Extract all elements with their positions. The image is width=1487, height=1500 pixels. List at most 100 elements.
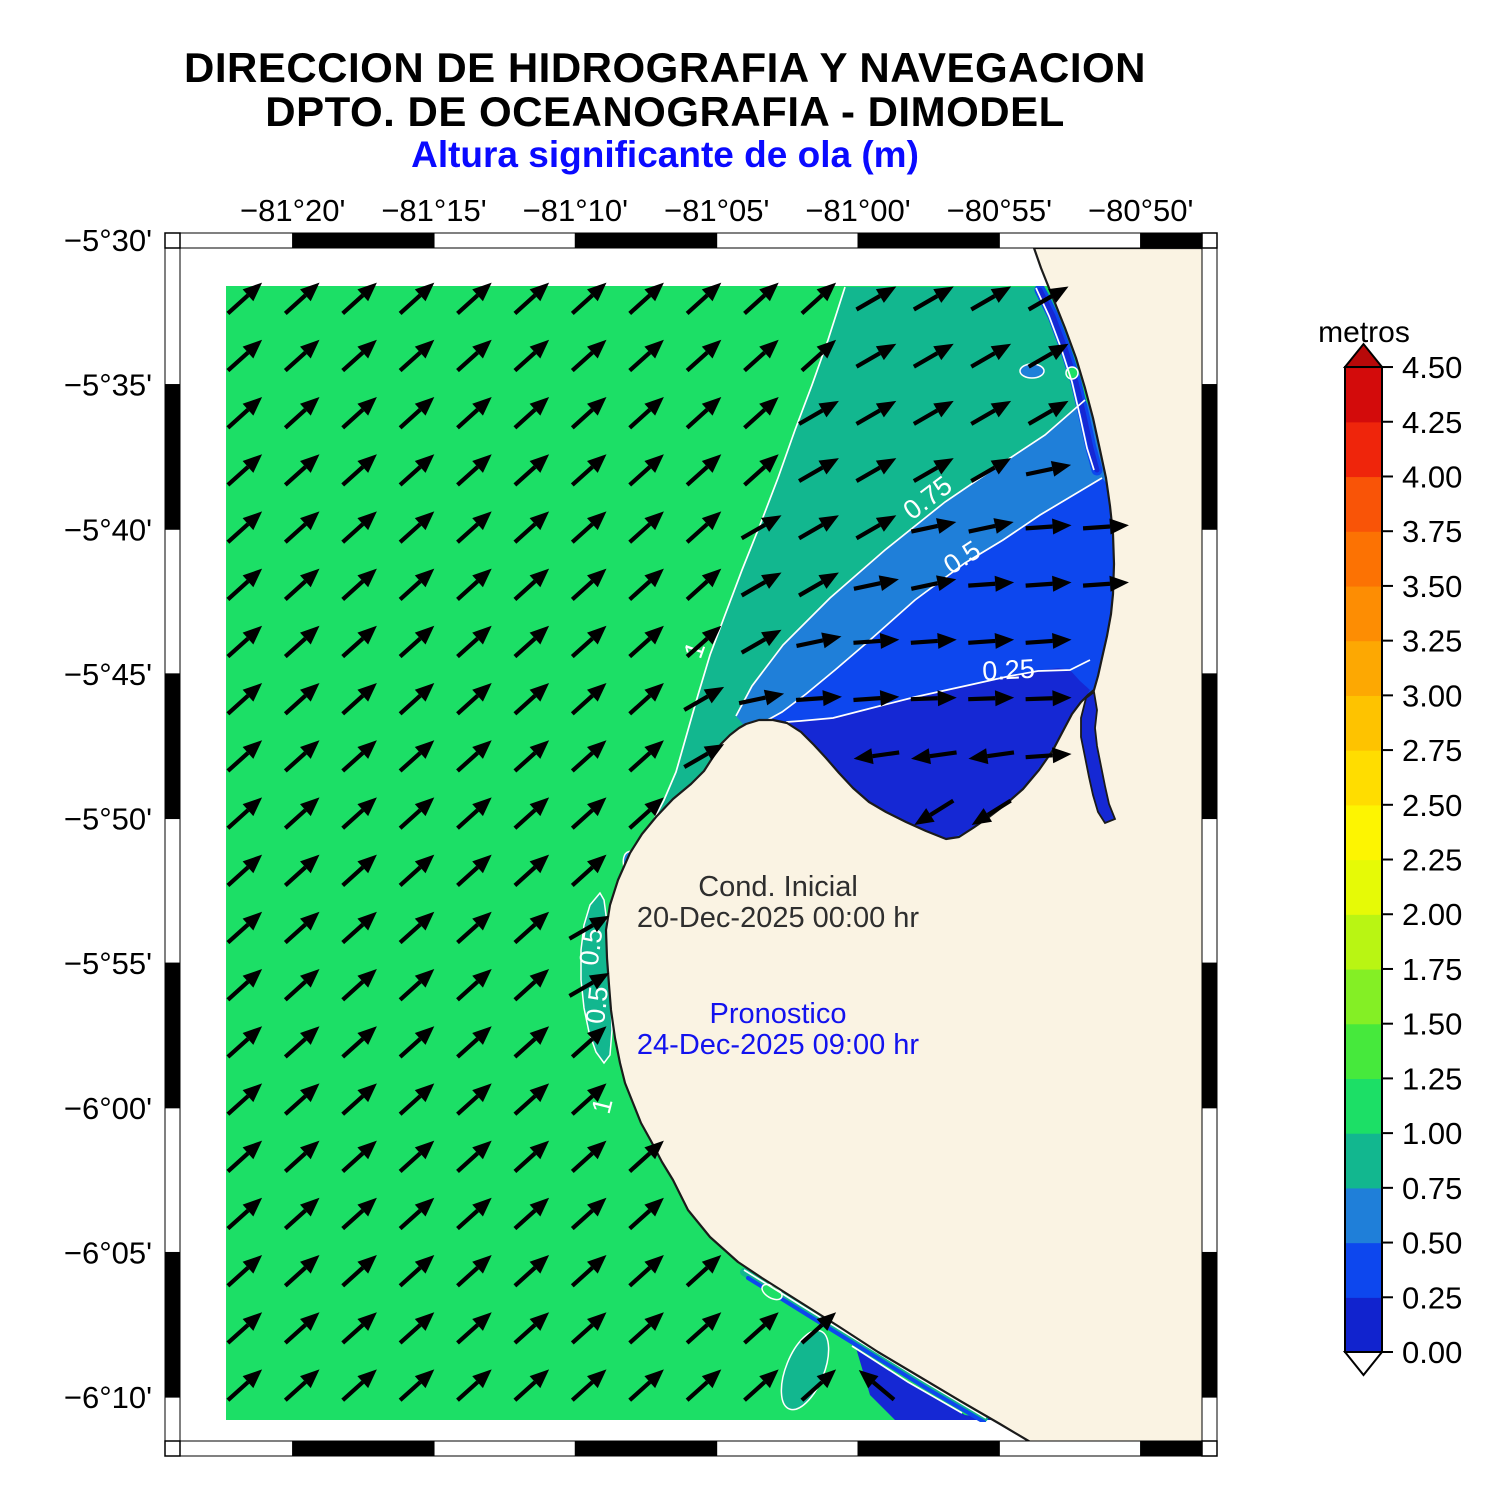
frame-seg-top	[574, 232, 718, 249]
wave-arrow	[685, 293, 709, 315]
wave-arrow-head	[644, 511, 664, 531]
frame-seg-bottom	[857, 1440, 1000, 1457]
wave-arrow-head	[818, 400, 839, 418]
frame-seg-left	[164, 1396, 181, 1444]
lat-tick-label: −5°50'	[64, 802, 152, 837]
wave-arrow	[738, 695, 766, 706]
contour-label-2: 0.25	[981, 654, 1035, 687]
frame-seg-left	[164, 528, 181, 675]
wave-arrow-head	[357, 454, 377, 473]
wave-arrow-head	[759, 1369, 779, 1389]
wave-arrow-head	[759, 1312, 779, 1331]
wave-arrow	[570, 808, 594, 830]
colorbar-segment	[1345, 1187, 1382, 1244]
wave-arrow	[513, 694, 537, 716]
wave-arrow-head	[703, 744, 725, 761]
colorbar-tick-label: 0.25	[1402, 1280, 1462, 1315]
wave-arrow-head	[242, 1026, 263, 1045]
colorbar-tick-label: 2.25	[1402, 843, 1462, 878]
frame-seg-right	[1201, 818, 1218, 964]
colorbar-title: metros	[1318, 316, 1410, 349]
wave-arrow-head	[858, 1370, 879, 1389]
wave-arrow-head	[529, 282, 550, 302]
wave-arrow	[341, 465, 365, 487]
wave-arrow-head	[414, 1197, 435, 1217]
wave-arrow-head	[529, 1369, 550, 1389]
wave-arrow	[628, 1151, 652, 1173]
wave-arrow-head	[644, 625, 664, 645]
wave-arrow	[683, 694, 709, 712]
wave-arrow	[855, 465, 881, 483]
wave-arrow-head	[300, 683, 320, 702]
wave-arrow	[912, 465, 939, 483]
lat-tick-label: −5°45'	[64, 657, 152, 692]
wave-arrow	[855, 351, 881, 369]
wave-arrow-head	[993, 518, 1014, 534]
wave-arrow	[398, 1208, 422, 1231]
wave-arrow	[226, 579, 250, 601]
wave-arrow	[1025, 581, 1053, 588]
wave-arrow-head	[300, 1312, 320, 1331]
wave-arrow-head	[300, 969, 320, 988]
wave-arrow-head	[587, 740, 607, 759]
wave-arrow	[570, 350, 594, 373]
wave-arrow	[226, 1208, 250, 1231]
lat-tick-label: −5°55'	[64, 946, 152, 981]
frame-seg-bottom	[574, 1440, 718, 1457]
colorbar-segment	[1345, 914, 1382, 970]
wave-arrow-head	[701, 1255, 722, 1274]
wave-arrow	[226, 1151, 250, 1173]
frame-seg-right	[1201, 384, 1218, 530]
wave-arrow-head	[242, 683, 263, 702]
wave-arrow-head	[414, 397, 435, 416]
colorbar-tick-label: 4.50	[1402, 350, 1462, 385]
wave-arrow-head	[242, 397, 263, 416]
wave-arrow-head	[701, 282, 722, 302]
wave-arrow-head	[761, 515, 782, 532]
wave-arrow	[800, 293, 824, 315]
wave-arrow-head	[242, 339, 263, 359]
colorbar-tick-label: 0.00	[1402, 1335, 1462, 1370]
wave-arrow-head	[242, 282, 263, 302]
colorbar-segment	[1345, 640, 1382, 696]
wave-arrow	[570, 1323, 594, 1345]
wave-arrow	[968, 581, 996, 588]
wave-arrow	[570, 465, 594, 487]
wave-arrow-head	[701, 625, 722, 645]
wave-arrow-head	[414, 1369, 435, 1389]
map-subtitle: Altura significante de ola (m)	[411, 134, 919, 176]
lat-tick-label: −6°10'	[64, 1380, 152, 1415]
wave-arrow	[341, 751, 365, 773]
wave-arrow	[456, 522, 479, 544]
wave-arrow-head	[300, 568, 320, 588]
colorbar-segment	[1345, 859, 1382, 915]
wave-arrow	[628, 579, 652, 601]
wave-arrow-head	[587, 1255, 607, 1274]
wave-arrow	[226, 808, 250, 830]
wave-arrow-head	[472, 454, 492, 473]
title-line2: DPTO. DE OCEANOGRAFIA - DIMODEL	[265, 87, 1065, 135]
wave-arrow-head	[701, 1312, 722, 1331]
wave-arrow	[743, 408, 766, 430]
wave-arrow	[456, 350, 479, 373]
wave-arrow-head	[242, 1197, 263, 1217]
wave-arrow-head	[816, 1312, 837, 1331]
frame-seg-left	[164, 962, 181, 1109]
wave-arrow-head	[701, 568, 722, 588]
wave-arrow-head	[529, 454, 550, 473]
wave-arrow	[628, 808, 652, 830]
wave-arrow-head	[357, 282, 377, 302]
wave-arrow-head	[1050, 460, 1072, 477]
wave-arrow	[456, 293, 479, 315]
wave-arrow-head	[242, 969, 263, 988]
frame-seg-left	[164, 818, 181, 964]
wave-arrow	[1027, 294, 1054, 312]
wave-arrow-head	[300, 1197, 320, 1217]
wave-arrow	[968, 638, 996, 645]
wave-arrow-head	[300, 797, 320, 817]
wave-arrow	[341, 1380, 365, 1402]
frame-seg-top	[433, 232, 576, 249]
colorbar-segment	[1345, 421, 1382, 478]
wave-arrow-head	[937, 690, 957, 707]
